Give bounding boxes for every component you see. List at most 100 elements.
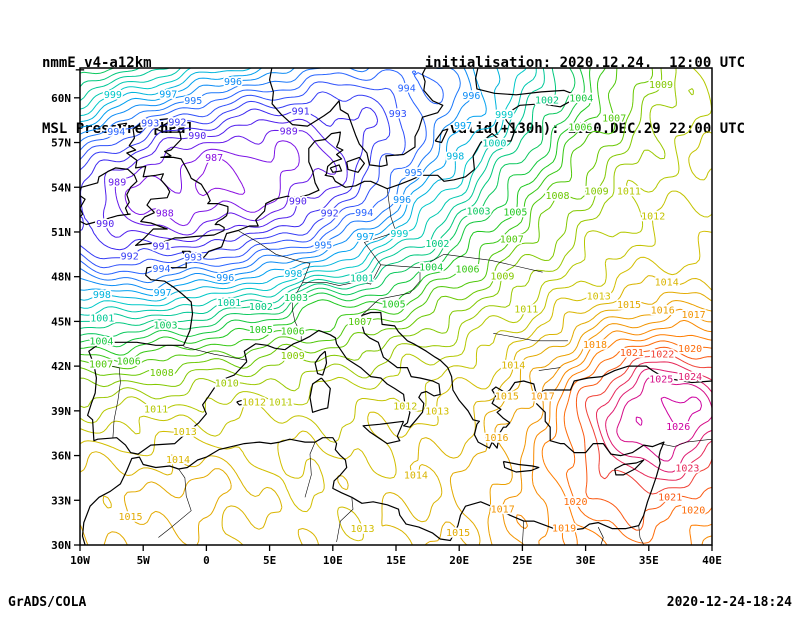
border-layer	[102, 188, 712, 545]
x-axis-label: 0	[203, 554, 210, 567]
contour-label: 989	[108, 178, 126, 189]
x-axis-label: 5E	[263, 554, 276, 567]
header-right: initialisation: 2020.12.24. 12:00 UTC va…	[425, 8, 745, 184]
contour-label: 998	[93, 290, 111, 301]
isobar-1002	[80, 68, 557, 329]
isobar-1012	[80, 131, 712, 443]
contour-label: 1015	[118, 512, 142, 523]
contour-label: 1017	[531, 392, 555, 403]
isobar-1017	[502, 308, 712, 545]
contour-label: 996	[224, 77, 242, 88]
contour-label: 1008	[545, 191, 569, 202]
country-border-path	[493, 333, 568, 342]
coastline-path	[502, 460, 540, 473]
country-border-path	[419, 253, 543, 273]
contour-label: 1012	[242, 398, 266, 409]
contour-label: 996	[216, 273, 234, 284]
contour-label: 990	[289, 196, 307, 207]
x-axis-label: 10W	[70, 554, 90, 567]
contour-label: 993	[389, 109, 407, 120]
x-axis-label: 25E	[512, 554, 532, 567]
coastline-path	[362, 420, 405, 445]
coastline-path	[243, 311, 712, 449]
y-axis-label: 54N	[51, 181, 71, 194]
contour-label: 999	[104, 90, 122, 101]
contour-label: 1005	[503, 208, 527, 219]
isobar-996	[80, 68, 473, 291]
isobar-991	[80, 106, 379, 251]
contour-label: 994	[152, 264, 170, 275]
contour-label: 987	[205, 153, 223, 164]
contour-label: 1006	[281, 327, 305, 338]
contour-label: 991	[152, 242, 170, 253]
contour-label: 1019	[552, 524, 576, 535]
contour-label: 1011	[514, 305, 538, 316]
contour-label: 1009	[649, 80, 673, 91]
render-timestamp: 2020-12-24-18:24	[666, 595, 792, 610]
contour-label: 1009	[585, 187, 609, 198]
contour-label: 1004	[89, 337, 113, 348]
x-axis-label: 20E	[449, 554, 469, 567]
contour-lines-layer	[80, 68, 712, 545]
coastline-path	[81, 402, 665, 545]
country-border-path	[538, 367, 561, 371]
contour-label: 1025	[649, 374, 673, 385]
river-layer	[597, 526, 604, 545]
x-axis-label: 35E	[639, 554, 659, 567]
isobar-1016	[487, 300, 712, 545]
coastline-path	[614, 459, 645, 476]
y-axis-label: 48N	[51, 271, 71, 284]
contour-label: 994	[398, 84, 416, 95]
isobar-1022	[585, 353, 712, 495]
coastline-path	[117, 122, 128, 130]
isobar-1019	[541, 334, 712, 545]
contour-label: 995	[184, 96, 202, 107]
contour-label: 1014	[166, 455, 190, 466]
contour-label: 1011	[144, 405, 168, 416]
contour-label: 1023	[675, 463, 699, 474]
contour-label: 1015	[617, 300, 641, 311]
coastline-path	[329, 164, 343, 173]
country-border-path	[183, 346, 247, 361]
contour-label: 998	[446, 151, 464, 162]
contour-label: 1016	[484, 433, 508, 444]
isobar-1015	[80, 291, 712, 545]
contour-label: 1011	[617, 186, 641, 197]
contour-label: 1016	[651, 306, 675, 317]
contour-label: 994	[355, 208, 373, 219]
contour-label: 1015	[446, 528, 470, 539]
contour-label: 1014	[501, 360, 525, 371]
coastline-path	[80, 167, 138, 226]
contour-labels-layer: 987 988 989 989 990 990 990 991 991 992 992 992 993 9…	[87, 75, 707, 540]
contour-label: 995	[404, 168, 422, 179]
x-axis-label: 30E	[576, 554, 596, 567]
isobar-999	[80, 68, 527, 309]
isobar-1008	[80, 68, 653, 376]
coastline-path	[87, 68, 580, 455]
contour-label: 1014	[655, 278, 679, 289]
isobar-1003	[80, 68, 576, 338]
isobar-1009	[80, 68, 663, 388]
contour-label: 993	[141, 119, 159, 130]
coastline-path	[269, 68, 444, 167]
isobar-1005	[80, 68, 592, 356]
contour-label: 1015	[495, 392, 519, 403]
contour-label: 999	[495, 110, 513, 121]
country-border-path	[102, 364, 121, 438]
contour-label: 1010	[215, 378, 239, 389]
contour-label: 1007	[500, 234, 524, 245]
isobar-989	[114, 129, 337, 236]
contour-label: 995	[314, 240, 332, 251]
contour-label: 1006	[117, 356, 141, 367]
isobar-1011	[80, 68, 712, 424]
contour-label: 1013	[350, 524, 374, 535]
contour-label: 997	[356, 232, 374, 243]
contour-label: 1026	[666, 422, 690, 433]
contour-label: 990	[188, 131, 206, 142]
isobar-1026	[635, 396, 702, 429]
init-time: initialisation: 2020.12.24. 12:00 UTC	[424, 55, 745, 71]
contour-label: 1009	[490, 272, 514, 283]
contour-label: 1002	[425, 239, 449, 250]
country-border-path	[638, 525, 645, 545]
